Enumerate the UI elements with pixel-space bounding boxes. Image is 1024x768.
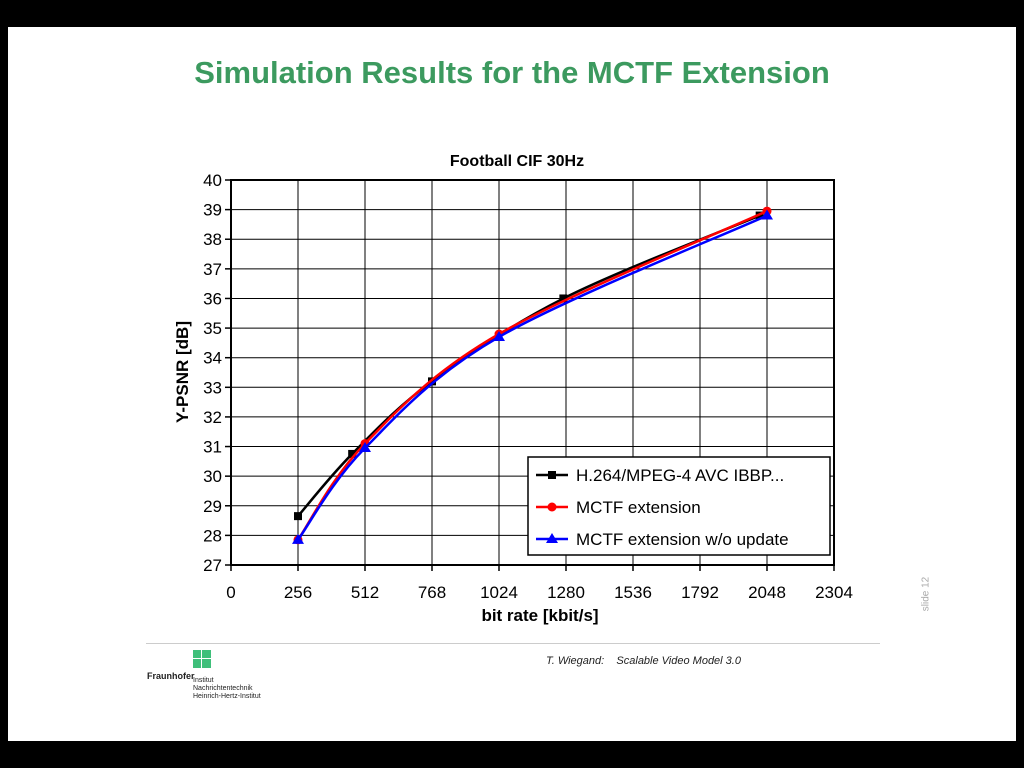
series-line <box>296 214 768 541</box>
plot-frame <box>230 179 835 566</box>
series-3 <box>292 209 773 544</box>
y-tick-label: 35 <box>203 319 222 338</box>
legend: H.264/MPEG-4 AVC IBBP... MCTF extension MC… <box>527 456 831 556</box>
x-tick-label: 2304 <box>815 583 853 602</box>
legend-marker <box>547 502 557 512</box>
y-axis-ticks: 27 28 29 30 31 32 33 34 35 36 37 38 39 40 <box>203 171 231 575</box>
y-tick-label: 27 <box>203 556 222 575</box>
x-tick-label: 1792 <box>681 583 719 602</box>
legend-item: MCTF extension w/o update <box>536 530 789 549</box>
y-tick-label: 36 <box>203 289 222 308</box>
data-point <box>761 209 773 220</box>
y-tick-label: 37 <box>203 260 222 279</box>
y-tick-label: 28 <box>203 526 222 545</box>
legend-label: MCTF extension <box>576 498 701 517</box>
data-point <box>493 330 505 341</box>
y-tick-label: 34 <box>203 349 222 368</box>
x-tick-label: 0 <box>226 583 235 602</box>
x-tick-label: 1024 <box>480 583 518 602</box>
legend-item: MCTF extension <box>536 498 701 517</box>
data-point <box>348 449 357 458</box>
legend-box <box>527 456 831 556</box>
slide-number: slide 12 <box>920 576 932 612</box>
legend-label: MCTF extension w/o update <box>576 530 789 549</box>
y-tick-label: 33 <box>203 378 222 397</box>
logo-institute-line: Heinrich-Hertz-Institut <box>193 693 261 700</box>
logo-institute-line: Nachrichtentechnik <box>193 685 253 692</box>
y-tick-label: 40 <box>203 171 222 190</box>
x-axis-ticks: 0 256 512 768 1024 1280 1536 1792 2048 2304 <box>226 565 853 602</box>
series-line <box>296 209 768 541</box>
legend-label: H.264/MPEG-4 AVC IBBP... <box>576 466 784 485</box>
x-tick-label: 2048 <box>748 583 786 602</box>
x-tick-label: 768 <box>418 583 446 602</box>
logo-org: Fraunhofer <box>147 671 195 681</box>
data-point <box>292 533 304 544</box>
x-tick-label: 1536 <box>614 583 652 602</box>
y-tick-label: 30 <box>203 467 222 486</box>
y-tick-label: 31 <box>203 438 222 457</box>
logo-institute-line: Institut <box>193 677 214 684</box>
y-axis-label: Y-PSNR [dB] <box>173 321 192 423</box>
y-tick-label: 32 <box>203 408 222 427</box>
data-point <box>559 294 568 303</box>
data-point <box>294 512 302 521</box>
data-point <box>359 442 371 453</box>
y-tick-label: 39 <box>203 201 222 220</box>
x-tick-label: 256 <box>284 583 312 602</box>
y-tick-label: 29 <box>203 497 222 516</box>
x-tick-label: 1280 <box>547 583 585 602</box>
hhi-logo-icon <box>193 650 211 668</box>
slide-background <box>8 27 1016 741</box>
footer-author: T. Wiegand: Scalable Video Model 3.0 <box>546 655 741 667</box>
legend-marker <box>548 471 556 479</box>
chart-title: Football CIF 30Hz <box>450 153 584 170</box>
slide-title: Simulation Results for the MCTF Extensio… <box>194 55 830 90</box>
series-layer <box>292 206 773 545</box>
y-tick-label: 38 <box>203 230 222 249</box>
x-axis-label: bit rate [kbit/s] <box>481 606 598 625</box>
x-tick-label: 512 <box>351 583 379 602</box>
legend-marker <box>546 533 558 543</box>
legend-item: H.264/MPEG-4 AVC IBBP... <box>536 466 784 485</box>
logo-institute: Institut Nachrichtentechnik Heinrich-Her… <box>193 677 261 701</box>
footer-divider <box>146 643 880 644</box>
